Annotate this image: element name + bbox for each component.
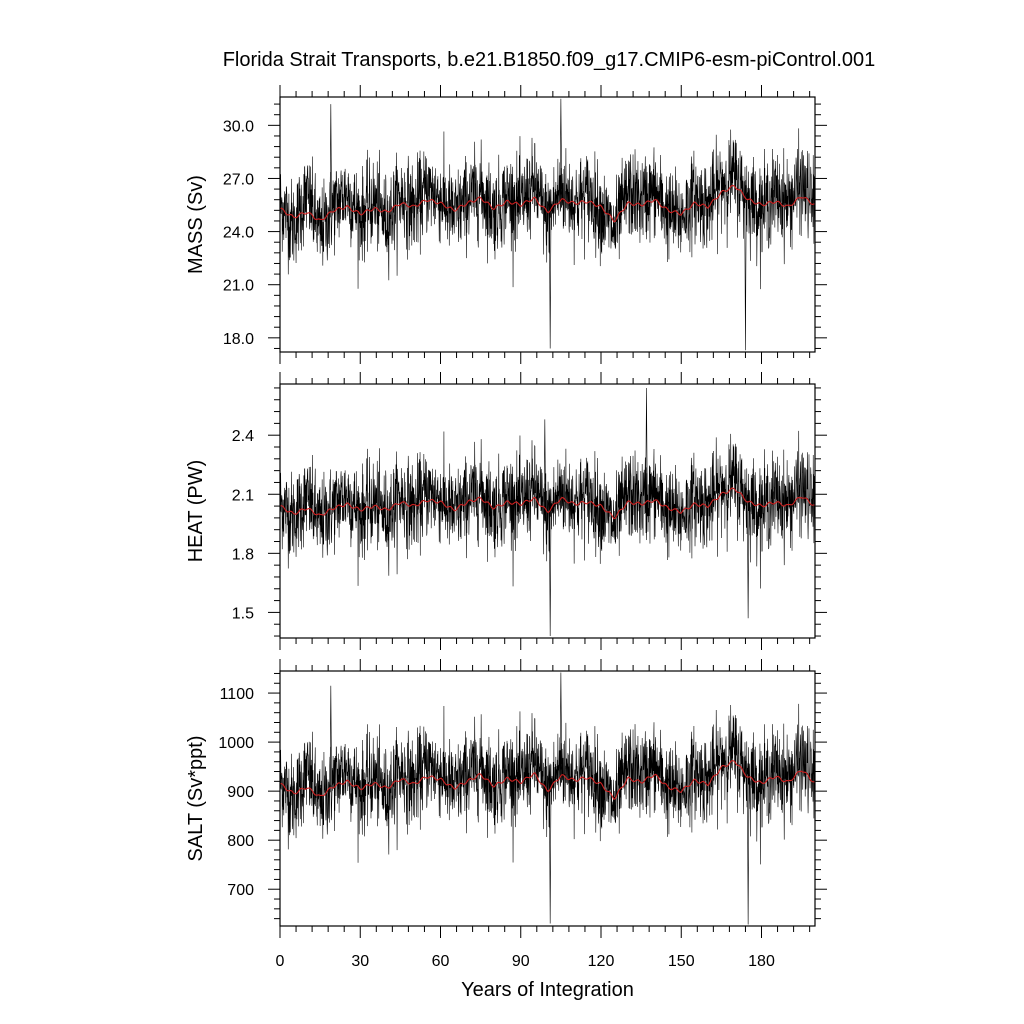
salt-extreme-spike — [747, 773, 750, 925]
mass-monthly-series — [280, 128, 815, 290]
salt-ytick-label: 1100 — [220, 686, 255, 703]
heat-ytick-label: 2.1 — [232, 487, 254, 504]
heat-smoothed-series — [280, 487, 815, 520]
mass-ytick-label: 21.0 — [223, 278, 254, 295]
salt-ylabel: SALT (Sv*ppt) — [185, 736, 207, 862]
mass-extreme-spike — [744, 193, 747, 351]
salt-extreme-spike — [329, 685, 332, 788]
chart-title: Florida Strait Transports, b.e21.B1850.f… — [223, 49, 876, 71]
salt-monthly-series — [280, 703, 815, 865]
salt-xtick-label: 90 — [512, 953, 530, 970]
heat-monthly-series — [280, 430, 815, 589]
mass-plot-frame — [279, 96, 816, 353]
mass-smoothed-series — [280, 184, 815, 223]
heat-ytick-label: 1.5 — [232, 605, 254, 622]
mass-extreme-spike — [549, 213, 552, 349]
salt-ytick-label: 1000 — [218, 735, 254, 752]
salt-xtick-label: 60 — [432, 953, 450, 970]
mass-ytick-label: 24.0 — [223, 225, 254, 242]
mass-ytick-label: 18.0 — [223, 331, 254, 348]
mass-ytick-label: 30.0 — [223, 118, 254, 135]
salt-xtick-label: 150 — [668, 953, 695, 970]
salt-xtick-label: 120 — [588, 953, 615, 970]
salt-ytick-label: 700 — [227, 882, 254, 899]
salt-xtick-label: 0 — [276, 953, 285, 970]
heat-ytick-label: 2.4 — [232, 428, 254, 445]
heat-ytick-label: 1.8 — [232, 546, 254, 563]
heat-extreme-spike — [645, 387, 648, 499]
salt-smoothed-series — [280, 760, 815, 801]
heat-plot-frame — [279, 383, 816, 639]
heat-ylabel: HEAT (PW) — [185, 460, 207, 563]
salt-plot-frame — [279, 670, 816, 927]
heat-extreme-spike — [747, 500, 750, 619]
salt-extreme-spike — [559, 672, 562, 765]
salt-ytick-label: 900 — [227, 784, 254, 801]
salt-ytick-label: 800 — [227, 833, 254, 850]
mass-extreme-spike — [559, 98, 562, 190]
salt-extreme-spike — [549, 787, 552, 924]
salt-xtick-label: 30 — [351, 953, 369, 970]
mass-ytick-label: 27.0 — [223, 171, 254, 188]
heat-extreme-spike — [543, 419, 546, 512]
heat-extreme-spike — [549, 512, 552, 637]
mass-ylabel: MASS (Sv) — [185, 175, 207, 274]
panel-mass: 18.0 21.0 24.0 27.0 30.0 MASS (Sv) — [185, 85, 827, 364]
panel-heat: 1.5 1.8 2.1 2.4 HEAT (PW) — [185, 372, 827, 650]
mass-extreme-spike — [329, 104, 332, 213]
salt-xtick-label: 180 — [748, 953, 775, 970]
xlabel: Years of Integration — [461, 979, 634, 1001]
panel-salt: 700 800 900 1000 1100 0 30 60 90 120 150 180 SALT (S… — [185, 659, 827, 1001]
